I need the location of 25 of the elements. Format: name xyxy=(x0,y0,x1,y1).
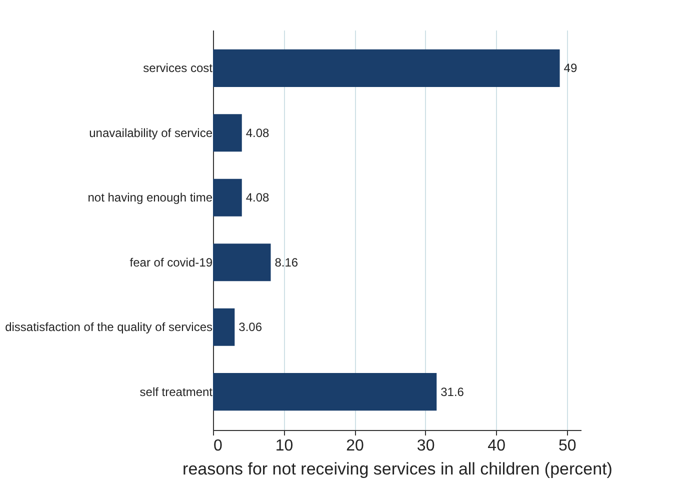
x-tick-label: 30 xyxy=(416,438,435,454)
bar xyxy=(213,244,271,282)
data-label: 3.06 xyxy=(238,320,262,334)
bar xyxy=(213,178,242,216)
bar xyxy=(213,308,235,346)
y-tick-label: fear of covid-19 xyxy=(130,255,213,270)
y-tick-label: not having enough time xyxy=(88,190,213,205)
data-label: 31.6 xyxy=(440,384,464,399)
x-axis-title: reasons for not receiving services in all children (percent) xyxy=(182,460,612,478)
bar xyxy=(213,373,437,411)
y-tick-label: services cost xyxy=(143,61,214,76)
data-label: 49 xyxy=(564,61,578,76)
x-tick-label: 0 xyxy=(214,438,222,454)
bar xyxy=(213,114,242,152)
x-tick-label: 50 xyxy=(558,438,576,454)
data-label: 4.08 xyxy=(246,190,270,205)
y-tick-label: unavailability of service xyxy=(89,126,213,140)
x-tick-label: 20 xyxy=(346,438,364,454)
bar xyxy=(213,49,560,87)
x-tick-label: 40 xyxy=(488,438,506,454)
y-tick-label: self treatment xyxy=(140,384,214,399)
data-label: 8.16 xyxy=(274,255,298,270)
y-tick-label: dissatisfaction of the quality of services xyxy=(5,320,212,334)
data-label: 4.08 xyxy=(246,126,270,140)
x-tick-label: 10 xyxy=(275,438,294,454)
